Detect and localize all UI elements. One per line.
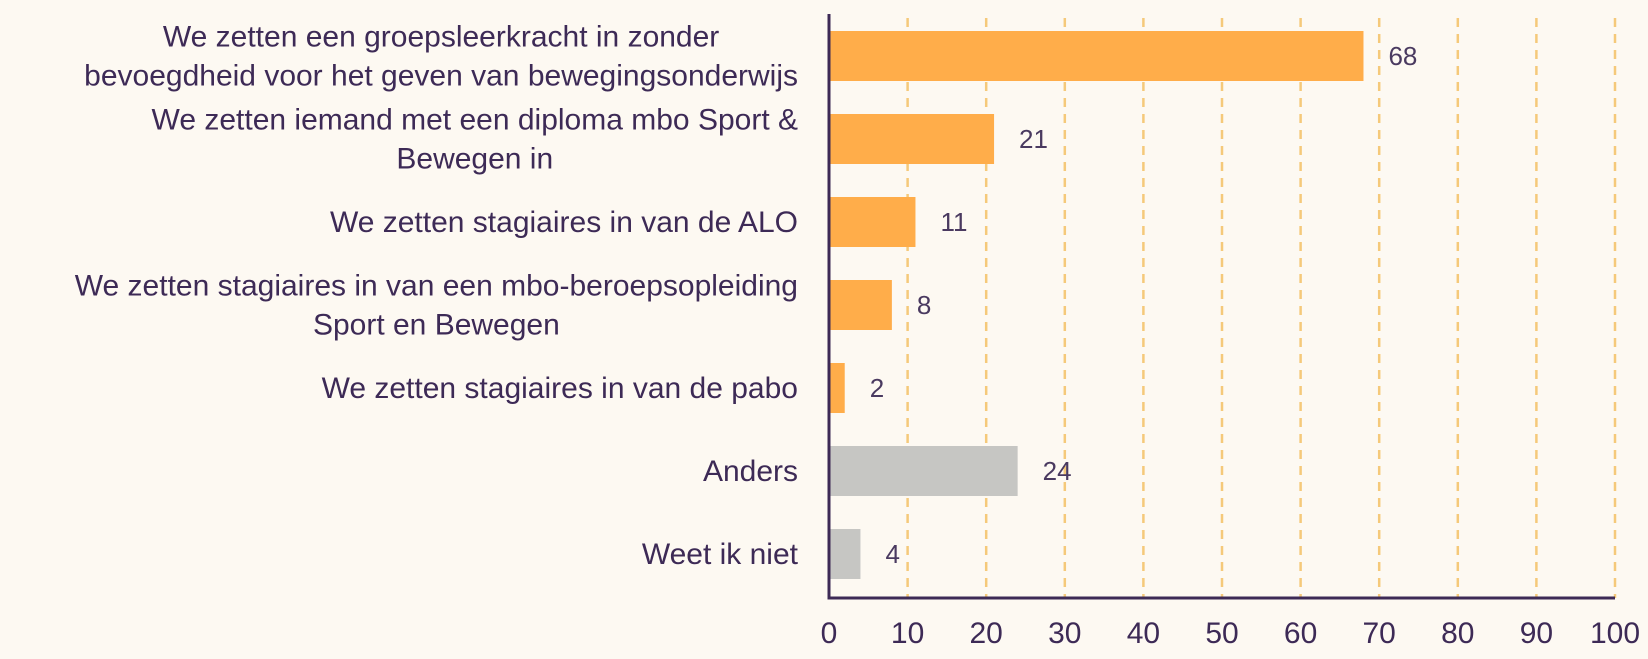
- x-tick-label: 90: [1520, 617, 1553, 650]
- x-tick-label: 70: [1363, 617, 1396, 650]
- data-label: 8: [917, 290, 931, 320]
- bar: [829, 114, 995, 164]
- x-tick-label: 80: [1441, 617, 1474, 650]
- category-label-line: We zetten een groepsleerkracht in zonder: [163, 21, 719, 54]
- data-label: 68: [1388, 41, 1417, 71]
- x-tick-label: 20: [970, 617, 1003, 650]
- category-label-line: We zetten iemand met een diploma mbo Spo…: [152, 104, 798, 137]
- data-label: 4: [885, 539, 899, 569]
- x-tick-label: 50: [1205, 617, 1238, 650]
- category-label-line: We zetten stagiaires in van de pabo: [322, 372, 798, 405]
- category-label-line: Weet ik niet: [642, 538, 799, 571]
- data-label: 2: [870, 373, 884, 403]
- category-label-line: bevoegdheid voor het geven van bewegings…: [84, 60, 798, 93]
- x-tick-label: 100: [1590, 617, 1640, 650]
- x-tick-label: 30: [1048, 617, 1081, 650]
- x-tick-label: 10: [891, 617, 924, 650]
- bar: [829, 197, 916, 247]
- category-label-line: Sport en Bewegen: [313, 309, 560, 342]
- data-label: 21: [1019, 124, 1048, 154]
- category-label: Weet ik niet: [642, 538, 799, 571]
- bar: [829, 363, 845, 413]
- x-tick-label: 60: [1284, 617, 1317, 650]
- x-tick-label: 0: [821, 617, 838, 650]
- data-label: 24: [1043, 456, 1072, 486]
- category-label-line: We zetten stagiaires in van de ALO: [330, 206, 798, 239]
- category-label: We zetten stagiaires in van de ALO: [330, 206, 798, 239]
- bar: [829, 31, 1364, 81]
- category-label: We zetten stagiaires in van de pabo: [322, 372, 798, 405]
- category-label: We zetten iemand met een diploma mbo Spo…: [152, 104, 798, 176]
- data-label: 11: [940, 207, 967, 237]
- category-label-line: We zetten stagiaires in van een mbo-bero…: [75, 270, 798, 303]
- category-label: Anders: [703, 455, 798, 488]
- bar: [829, 280, 892, 330]
- category-label-line: Anders: [703, 455, 798, 488]
- x-tick-label: 40: [1127, 617, 1160, 650]
- category-label-line: Bewegen in: [396, 143, 553, 176]
- bar: [829, 446, 1018, 496]
- category-label: We zetten een groepsleerkracht in zonder…: [84, 21, 798, 93]
- bar: [829, 529, 861, 579]
- category-label: We zetten stagiaires in van een mbo-bero…: [75, 270, 798, 342]
